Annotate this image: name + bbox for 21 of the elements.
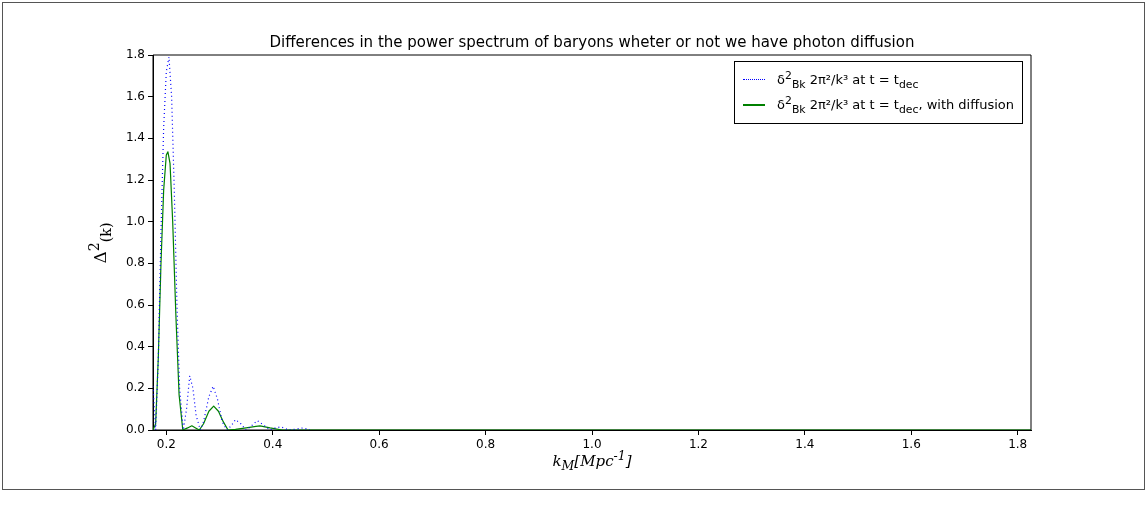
x-tick-label: 1.6 bbox=[901, 437, 921, 452]
y-tick-label: 1.8 bbox=[125, 47, 145, 62]
x-tick-label: 0.4 bbox=[263, 437, 283, 452]
x-tick-label: 0.6 bbox=[369, 437, 389, 452]
y-tick-label: 0.2 bbox=[125, 380, 145, 395]
x-tick-label: 0.8 bbox=[476, 437, 496, 452]
y-tick-label: 0.8 bbox=[125, 255, 145, 270]
y-tick-label: 0.0 bbox=[125, 422, 145, 437]
y-tick-label: 1.4 bbox=[125, 130, 145, 145]
x-tick-label: 1.2 bbox=[688, 437, 708, 452]
legend-label: δ$^{2}$$_{Bk}$ 2π²/k³ at t = t$_{dec}$, with diffusion bbox=[777, 93, 1014, 116]
y-tick-label: 1.0 bbox=[125, 213, 145, 228]
x-tick-label: 0.2 bbox=[156, 437, 176, 452]
chart-title: Differences in the power spectrum of baryons wheter or not we have photon diffusion bbox=[268, 33, 916, 51]
x-tick-label: 1.4 bbox=[795, 437, 815, 452]
y-tick-label: 0.6 bbox=[125, 297, 145, 312]
y-tick-label: 1.2 bbox=[125, 172, 145, 187]
y-tick-label: 1.6 bbox=[125, 88, 145, 103]
x-tick-label: 1.8 bbox=[1008, 437, 1028, 452]
legend-label: δ$^{2}$$_{Bk}$ 2π²/k³ at t = t$_{dec}$ bbox=[777, 69, 919, 91]
y-tick-label: 0.4 bbox=[125, 338, 145, 353]
